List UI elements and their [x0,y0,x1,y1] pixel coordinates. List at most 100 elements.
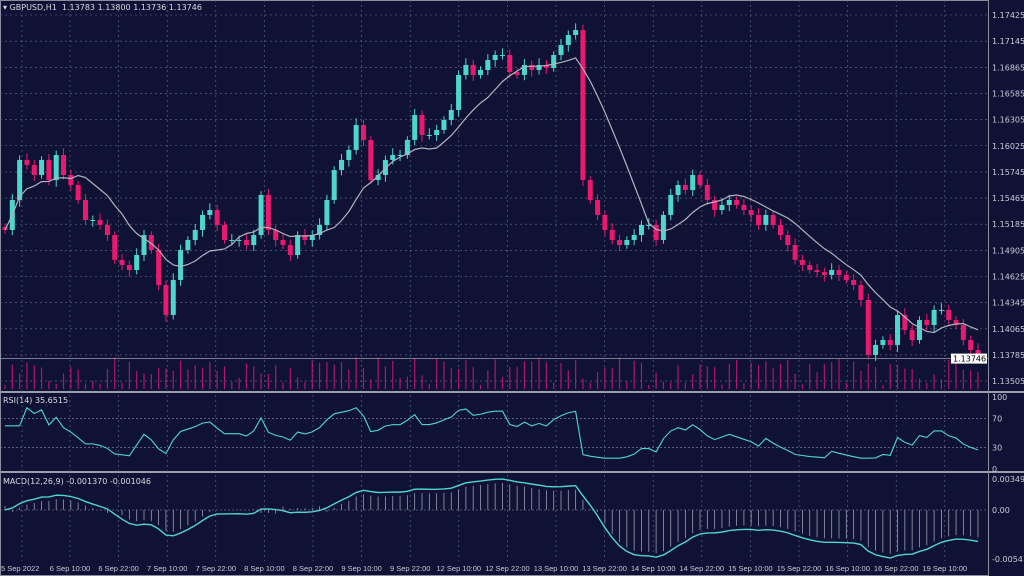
candle-body [697,174,703,185]
x-tick-label: 8 Sep 22:00 [293,564,333,573]
candle-body [756,214,762,225]
candle-body [704,184,710,201]
candle-body [470,64,476,75]
y-tick-label: 1.13505 [992,377,1024,386]
candle-body [412,115,418,140]
x-tick-label: 8 Sep 10:00 [244,564,284,573]
candle-body [126,265,132,270]
candle-body [968,340,974,351]
candle-body [170,279,176,315]
candle-body [397,154,403,156]
candle-body [617,239,623,246]
candle-body [807,265,813,270]
y-tick-label: 1.16865 [992,63,1024,72]
candle-body [46,159,52,181]
candle-body [836,269,842,276]
candle-body [821,272,827,276]
candle-body [426,135,432,137]
candle-body [946,309,952,321]
x-tick-label: 6 Sep 22:00 [98,564,138,573]
candle-body [829,269,835,276]
candle-body [507,54,513,72]
candle-body [382,159,388,175]
candle-body [390,154,396,160]
candle-body [675,184,681,195]
candle-body [434,129,440,136]
rsi-label: RSI(14) 35.6515 [3,396,69,405]
candle-body [653,224,659,240]
candle-body [2,227,8,230]
x-tick-label: 7 Sep 22:00 [196,564,236,573]
candle-body [536,64,542,71]
candle-body [192,229,198,240]
candle-body [712,200,718,211]
candle-body [521,64,527,75]
candle-body [75,184,81,201]
symbol: GBPUSD,H1 [9,3,57,12]
x-tick-label: 5 Sep 2022 [1,564,39,573]
candle-body [221,224,227,240]
candle-body [492,54,498,61]
candle-body [777,224,783,236]
candle-body [97,219,103,225]
candle-body [916,320,922,341]
x-tick-label: 14 Sep 10:00 [631,564,676,573]
candle-body [565,34,571,45]
candle-body [280,239,286,246]
candle-body [419,115,425,136]
current-price-box [951,353,987,364]
x-tick-label: 7 Sep 10:00 [147,564,187,573]
candle-body [529,64,535,71]
x-tick-label: 15 Sep 10:00 [728,564,773,573]
x-tick-label: 9 Sep 10:00 [341,564,381,573]
candle-body [207,210,213,215]
y-tick-label: 1.14905 [992,246,1024,255]
candle-body [660,214,666,240]
candle-body [638,224,644,236]
candle-body [887,340,893,345]
candle-body [251,235,257,246]
candle-body [119,259,125,266]
candle-body [243,239,249,246]
candle-body [543,64,549,68]
x-tick-label: 13 Sep 10:00 [534,564,579,573]
candle-body [873,344,879,355]
candle-body [295,235,301,256]
candle-body [141,235,147,256]
candle-body [573,30,579,35]
x-tick-label: 15 Sep 22:00 [777,564,822,573]
candle-body [148,235,154,250]
candle-body [748,210,754,215]
x-tick-label: 9 Sep 22:00 [390,564,430,573]
candle-body [792,245,798,260]
candle-body [200,214,206,230]
y-tick-label: 1.16025 [992,142,1024,151]
macd-signal-line [4,478,979,559]
candle-body [763,214,769,225]
candle-body [865,299,871,355]
candle-body [404,139,410,155]
candle-body [799,259,805,266]
candle-body [456,74,462,110]
y-tick-label: 1.14625 [992,273,1024,282]
candle-body [624,239,630,246]
candle-body [441,119,447,130]
candle-body [785,235,791,246]
candle-body [324,200,330,225]
candle-body [938,309,944,311]
x-tick-label: 16 Sep 22:00 [874,564,919,573]
candle-body [485,60,491,71]
open-value: 1.13783 [61,3,96,12]
candle-body [770,214,776,225]
low-value: 1.13736 [133,3,167,12]
high-value: 1.13800 [97,3,131,12]
candle-body [595,200,601,215]
candle-body [61,154,67,175]
candle-body [317,224,323,236]
candle-body [331,170,337,201]
macd-level-label: 0.00 [992,506,1010,515]
y-tick-label: 1.14345 [992,299,1024,308]
candle-body [858,284,864,300]
candle-body [258,194,264,236]
